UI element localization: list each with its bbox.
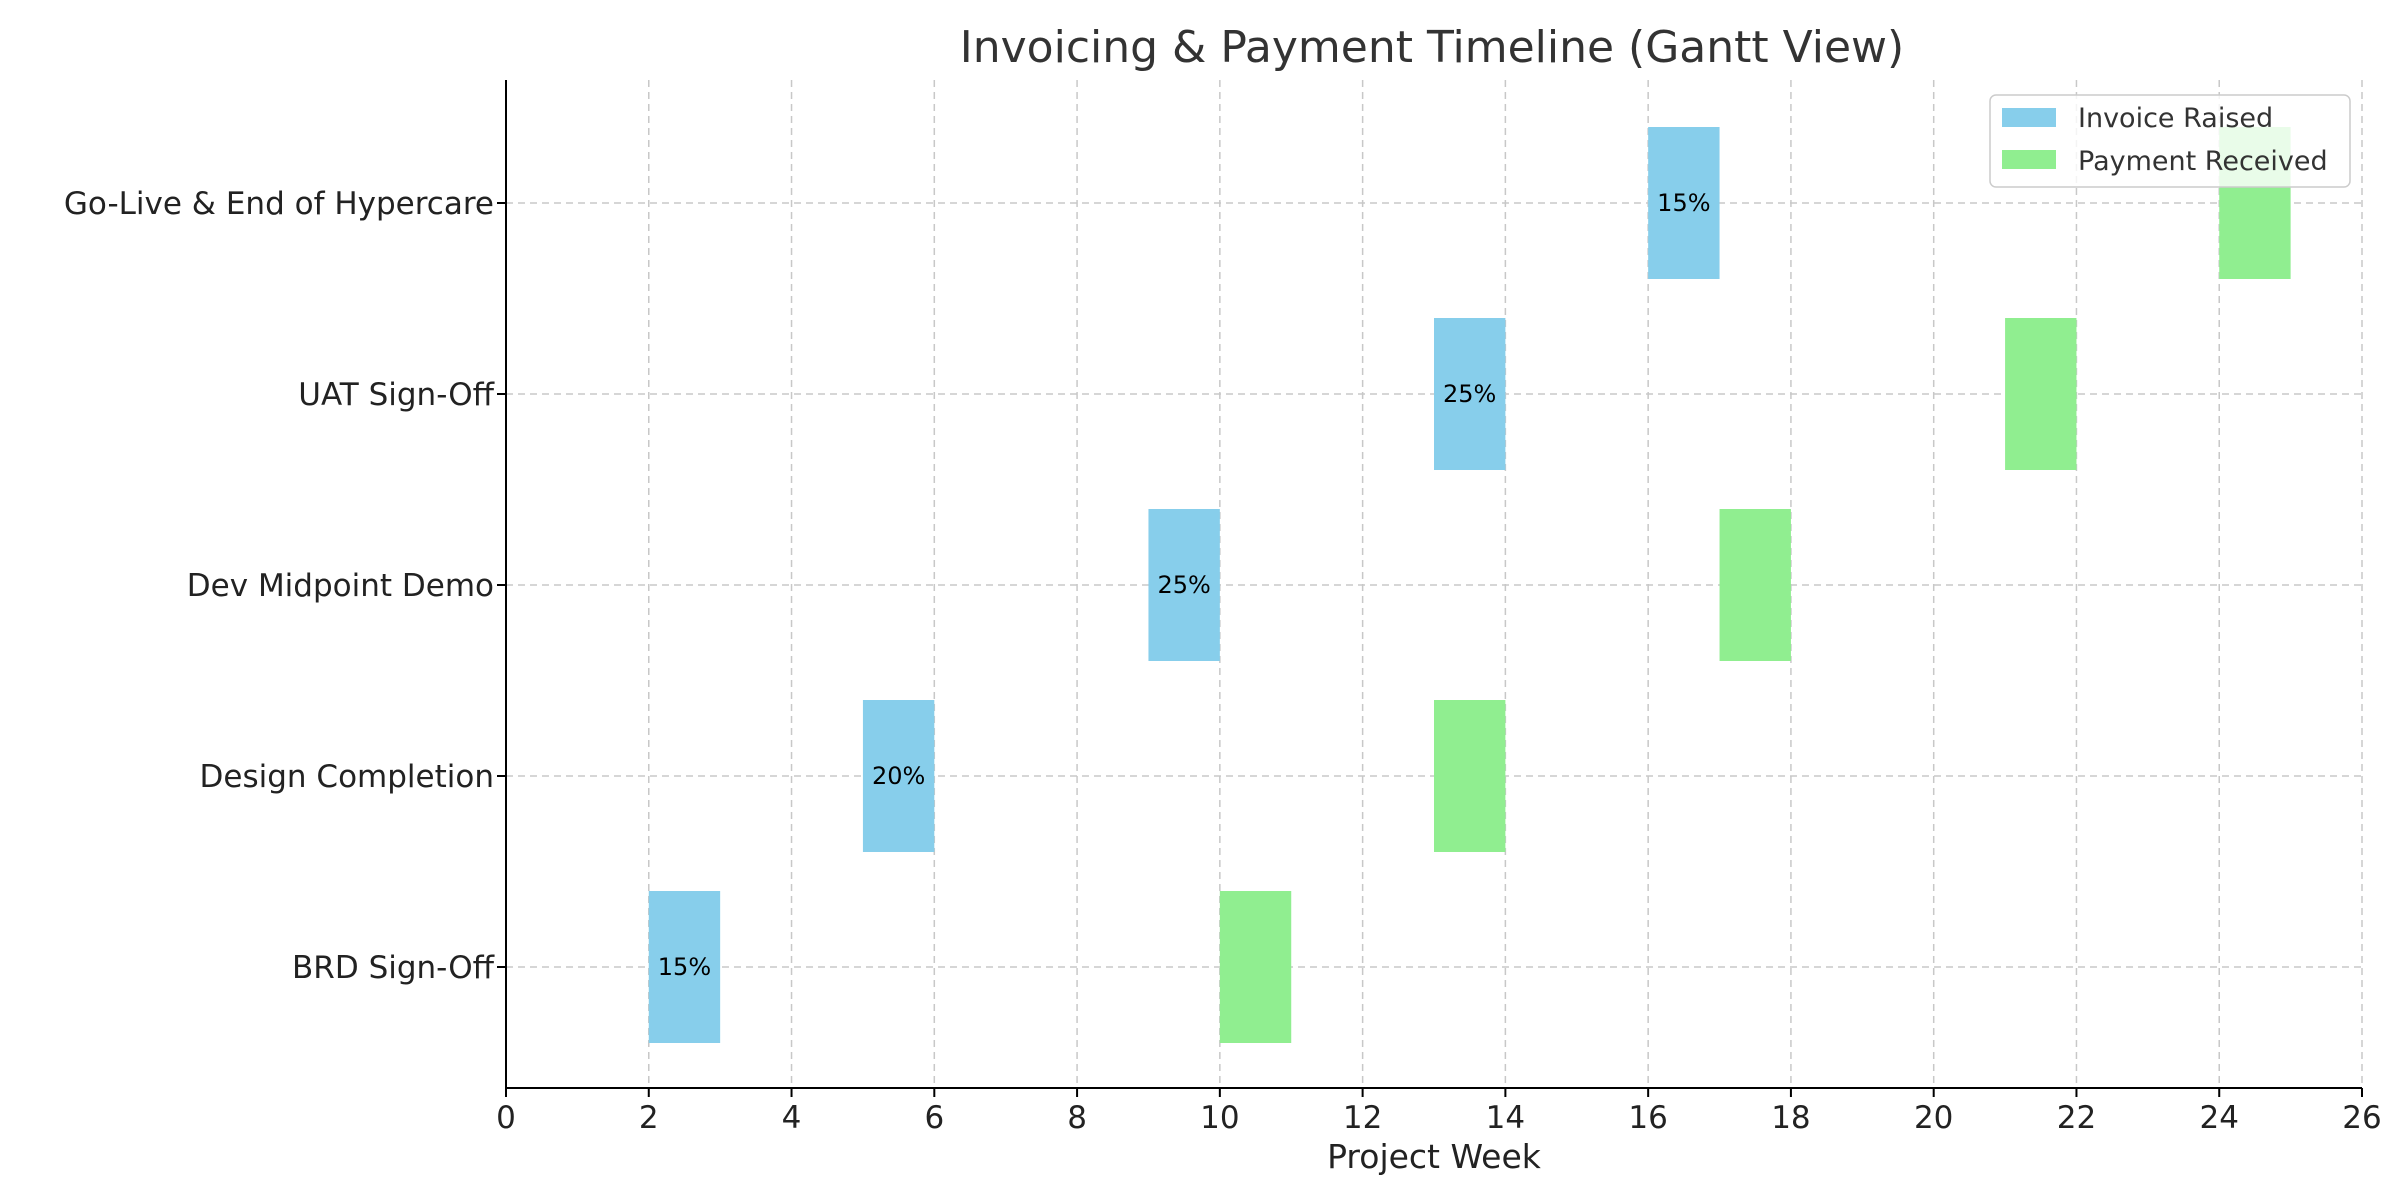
x-tick-label: 14 (1486, 1100, 1525, 1136)
legend-frame (1989, 94, 2351, 188)
x-axis-title: Project Week (1327, 1137, 1542, 1176)
legend-label-invoice: Invoice Raised (2078, 103, 2273, 134)
category-label: BRD Sign-Off (292, 950, 495, 986)
legend-swatch-payment (2002, 150, 2056, 169)
category-label: Dev Midpoint Demo (187, 568, 494, 604)
invoice-percent-label: 25% (1443, 380, 1496, 408)
legend-swatch-invoice (2002, 108, 2056, 127)
x-tick-label: 26 (2342, 1100, 2381, 1136)
invoice-bar (1648, 127, 1720, 279)
x-tick-label: 12 (1343, 1100, 1382, 1136)
x-tick-label: 22 (2057, 1100, 2096, 1136)
x-tick-label: 18 (1771, 1100, 1810, 1136)
chart-title: Invoicing & Payment Timeline (Gantt View… (960, 22, 1904, 73)
bar-layer: 15% 20% 25% 25% 15% (648, 127, 2291, 1043)
invoice-bar (1434, 318, 1506, 470)
x-tick-label: 20 (1914, 1100, 1953, 1136)
x-tick-label: 24 (2200, 1100, 2239, 1136)
x-tick-label: 6 (924, 1100, 944, 1136)
legend-label-payment: Payment Received (2078, 146, 2328, 177)
invoice-percent-label: 15% (658, 953, 711, 981)
invoice-bar (862, 700, 935, 852)
invoice-percent-label: 15% (1657, 189, 1710, 217)
axis-layer (505, 80, 2362, 1089)
invoice-bar (1148, 509, 1220, 661)
legend: Invoice Raised Payment Received (1989, 94, 2351, 188)
category-label: UAT Sign-Off (298, 377, 494, 413)
x-tick-label: 0 (496, 1100, 516, 1136)
x-tick-label: 10 (1200, 1100, 1239, 1136)
x-tick-label: 2 (639, 1100, 659, 1136)
invoice-percent-label: 25% (1157, 571, 1210, 599)
payment-bar (1719, 509, 1791, 661)
x-tick-label: 16 (1628, 1100, 1667, 1136)
category-label: Design Completion (200, 759, 494, 795)
category-label: Go-Live & End of Hypercare (64, 186, 494, 222)
grid-layer (505, 80, 2363, 1088)
invoice-percent-label: 20% (872, 762, 925, 790)
payment-bar (2005, 318, 2077, 470)
x-tick-label: 4 (782, 1100, 802, 1136)
payment-bar (1219, 891, 1292, 1043)
payment-bar (1434, 700, 1506, 852)
x-tick-label: 8 (1067, 1100, 1087, 1136)
invoice-bar (648, 891, 721, 1043)
